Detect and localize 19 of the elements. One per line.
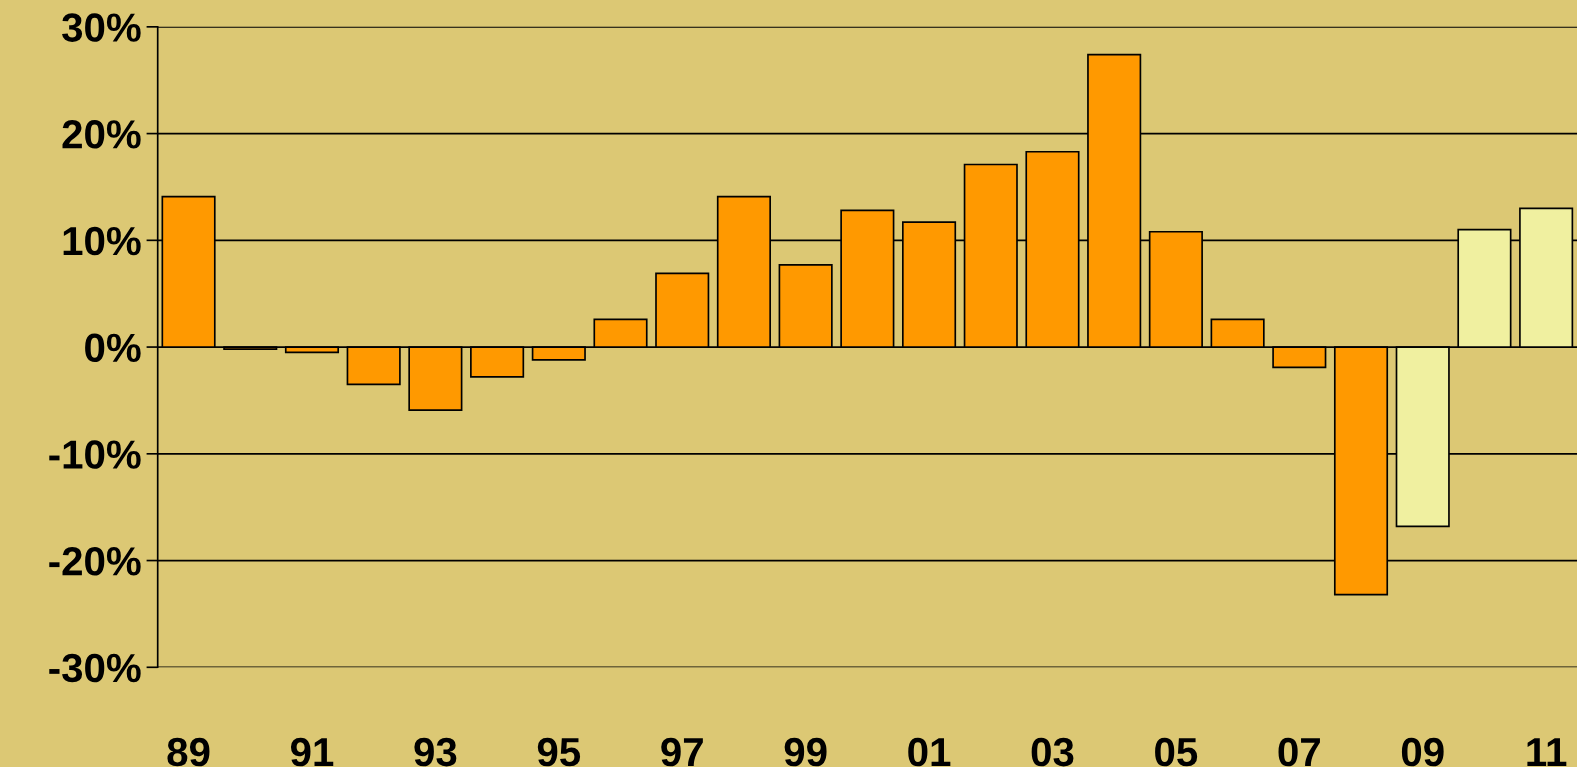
- x-tick-label: 09: [1401, 737, 1444, 767]
- x-tick-label: 97: [661, 737, 703, 767]
- x-tick-label: 91: [290, 737, 334, 767]
- y-tick-label: 10%: [63, 226, 141, 256]
- x-tick-label: 01: [908, 737, 951, 767]
- y-tick-label: 30%: [62, 13, 141, 42]
- x-tick-label: 95: [537, 737, 581, 767]
- y-tick-label: -20%: [49, 547, 141, 576]
- x-tick-label: 99: [784, 737, 827, 767]
- x-tick-label: 11: [1527, 738, 1567, 766]
- y-tick-label: 20%: [62, 120, 141, 149]
- x-tick-label: 03: [1031, 737, 1074, 767]
- x-tick-label: 93: [414, 737, 457, 767]
- x-tick-label: 89: [167, 737, 210, 767]
- x-tick-label: 05: [1155, 737, 1198, 767]
- x-tick-label: 07: [1278, 737, 1320, 767]
- y-tick-label: -10%: [49, 440, 141, 469]
- y-tick-label: -30%: [49, 653, 141, 683]
- y-tick-label: 0%: [85, 333, 141, 363]
